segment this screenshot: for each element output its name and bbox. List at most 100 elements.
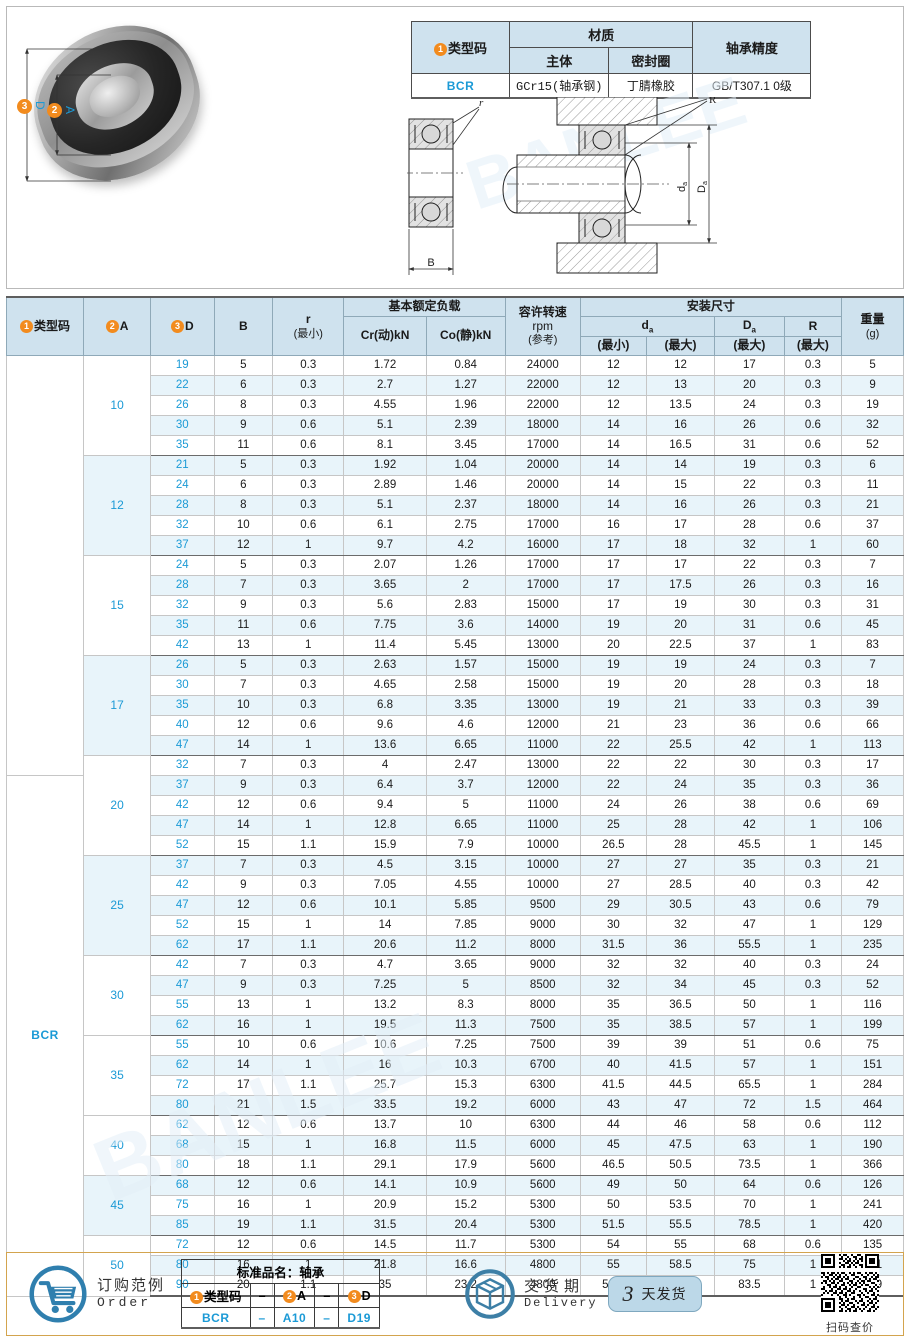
cell-cr: 14 (343, 915, 427, 937)
cell-width-B: 14 (213, 815, 274, 837)
cell-co: 7.25 (425, 1035, 506, 1057)
th-weight-label: 重量 (860, 311, 885, 326)
cell-bore-A: 15 (83, 555, 152, 657)
order-label-en: Order (97, 1295, 152, 1311)
cell-speed: 12000 (504, 715, 581, 737)
cell-fillet-r: 1.1 (272, 1215, 345, 1237)
cell-R-max: 0.6 (783, 715, 843, 737)
cell-da-max: 47 (645, 1095, 715, 1117)
cell-da-min: 32 (579, 975, 647, 997)
cell-fillet-r: 0.3 (272, 755, 345, 777)
material-col-typecode: 1 类型码 (411, 21, 510, 74)
cell-R-max: 1 (783, 535, 843, 557)
cell-cr: 31.5 (343, 1215, 427, 1237)
cell-width-B: 17 (213, 935, 274, 957)
cell-R-max: 0.3 (783, 495, 843, 517)
cell-da-max: 34 (645, 975, 715, 997)
number-badge-3: 3 (170, 319, 184, 333)
number-badge-1: 1 (433, 43, 447, 56)
cell-width-B: 7 (213, 675, 274, 697)
cell-width-B: 13 (213, 995, 274, 1017)
cell-cr: 6.8 (343, 695, 427, 717)
cell-weight: 66 (841, 715, 904, 737)
qr-code-block[interactable]: 扫码查价 (821, 1253, 879, 1335)
cell-da-min: 40 (579, 1055, 647, 1077)
table-row: 12 21 5 0.3 1.92 1.04 20000 14 14 19 0.3 6 (7, 455, 904, 557)
cell-speed: 6300 (504, 1075, 581, 1097)
table-header-row: (最小) (最大) (最大) (最大) (7, 336, 904, 357)
cell-speed: 20000 (504, 455, 581, 477)
cell-co: 2.37 (425, 495, 506, 517)
cell-width-B: 7 (213, 755, 274, 777)
cell-da-max: 22 (645, 755, 715, 777)
cell-Da-max: 33 (713, 695, 785, 717)
cell-da-max: 27 (645, 855, 715, 877)
cell-R-max: 0.3 (783, 855, 843, 877)
cell-da-min: 49 (579, 1175, 647, 1197)
cell-od-D: 40 (150, 715, 215, 737)
cell-R-max: 0.3 (783, 455, 843, 477)
cell-weight: 366 (841, 1155, 904, 1177)
cell-Da-max: 57 (713, 1055, 785, 1077)
cell-speed: 6700 (504, 1055, 581, 1077)
cell-fillet-r: 1.1 (272, 935, 345, 957)
cell-R-max: 1 (783, 1195, 843, 1217)
cell-od-D: 62 (150, 1015, 215, 1037)
cell-da-min: 12 (579, 355, 647, 377)
cell-R-max: 0.3 (783, 655, 843, 677)
th-R: R (783, 315, 843, 338)
cell-fillet-r: 0.3 (272, 695, 345, 717)
order-value-dash-2: – (314, 1307, 340, 1329)
cell-da-min: 14 (579, 495, 647, 517)
material-col-body: 主体 (508, 47, 610, 74)
order-col-typecode-label: 类型码 (204, 1290, 242, 1305)
cell-Da-max: 20 (713, 375, 785, 397)
cell-fillet-r: 1.1 (272, 1075, 345, 1097)
cell-da-min: 50 (579, 1195, 647, 1217)
cell-weight: 60 (841, 535, 904, 557)
order-col-A-label: A (296, 1288, 306, 1303)
cell-cr: 4.5 (343, 855, 427, 877)
cell-speed: 17000 (504, 435, 581, 457)
cell-R-max: 1 (783, 635, 843, 657)
cell-R-max: 0.3 (783, 675, 843, 697)
cell-weight: 5 (841, 355, 904, 377)
th-R-max: (最大) (783, 336, 843, 357)
table-row: 17 26 5 0.3 2.63 1.57 15000 19 19 24 0.3 7 (7, 655, 904, 757)
bearing-section-svg: r B (401, 94, 717, 275)
cell-width-B: 12 (213, 535, 274, 557)
cell-Da-max: 24 (713, 655, 785, 677)
cell-speed: 6000 (504, 1135, 581, 1157)
cell-speed: 15000 (504, 655, 581, 677)
qr-code-icon[interactable] (821, 1253, 879, 1312)
cell-fillet-r: 0.6 (272, 1175, 345, 1197)
cell-weight: 11 (841, 475, 904, 497)
cell-weight: 17 (841, 755, 904, 777)
cell-da-min: 14 (579, 475, 647, 497)
cell-Da-max: 28 (713, 675, 785, 697)
table-row: 62 17 1.1 20.6 11.2 8000 31.5 36 55.5 1 235 (7, 935, 904, 957)
cell-weight: 75 (841, 1035, 904, 1057)
th-D-label: D (184, 318, 194, 333)
cell-typecode-spacer (5, 355, 85, 777)
cell-width-B: 9 (213, 415, 274, 437)
cell-od-D: 30 (150, 675, 215, 697)
cell-co: 11.7 (425, 1235, 506, 1257)
cell-od-D: 24 (150, 555, 215, 577)
cell-weight: 284 (841, 1075, 904, 1097)
table-row: 30 7 0.3 4.65 2.58 15000 19 20 28 0.3 18 (7, 675, 904, 697)
cell-da-min: 22 (579, 755, 647, 777)
product-overview-panel: 1 类型码 材质 轴承精度 主体 密封圈 BCR GCr15(轴承钢) 丁腈橡胶 … (6, 1, 904, 289)
number-badge-1: 1 (190, 1291, 204, 1305)
cell-od-D: 42 (150, 635, 215, 657)
cell-cr: 6.1 (343, 515, 427, 537)
cell-bore-A: 25 (83, 855, 152, 957)
cell-da-min: 22 (579, 735, 647, 757)
cell-da-max: 14 (645, 455, 715, 477)
cell-da-min: 30 (579, 915, 647, 937)
cell-fillet-r: 1.1 (272, 1155, 345, 1177)
cell-R-max: 1 (783, 735, 843, 757)
